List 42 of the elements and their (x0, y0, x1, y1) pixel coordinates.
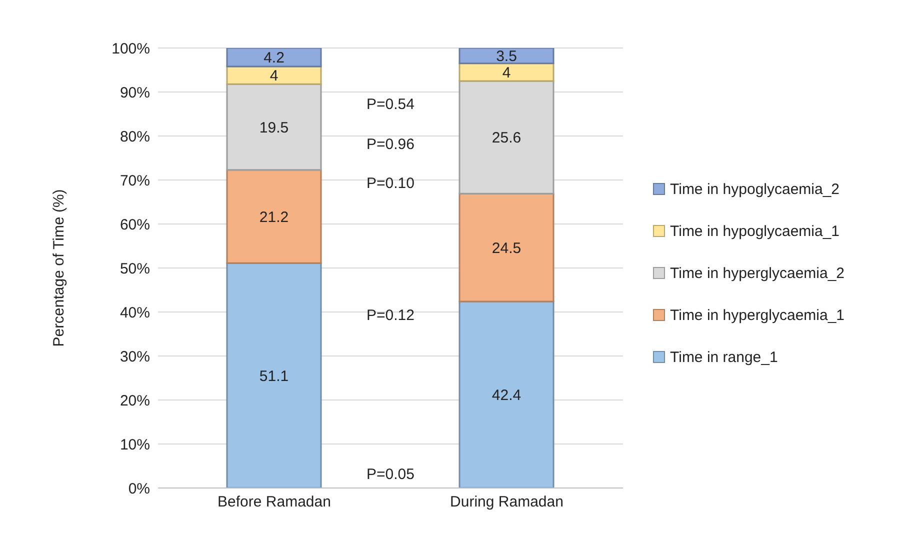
data-label: 19.5 (259, 119, 289, 136)
data-label: 25.6 (492, 130, 522, 147)
data-label: 51.1 (259, 368, 289, 385)
data-label: 4.2 (264, 50, 284, 67)
bar (458, 300, 554, 488)
annotation: P=0.54 (366, 96, 416, 114)
legend-label: Time in hypoglycaemia_2 (670, 180, 840, 198)
annotation: P=0.10 (366, 175, 416, 194)
y-tick-label: 60% (120, 216, 150, 234)
bar (458, 48, 554, 64)
bar (226, 66, 322, 85)
legend-label: Time in hypoglycaemia_1 (670, 222, 840, 240)
bar (226, 262, 322, 488)
data-label: 4 (502, 64, 511, 82)
annotation: P=0.96 (366, 136, 416, 154)
y-tick-label: 30% (120, 348, 150, 366)
y-tick-label: 20% (120, 392, 150, 410)
bar (226, 169, 322, 264)
annotation: P=0.12 (366, 307, 416, 326)
y-tick-label: 10% (120, 436, 150, 454)
bar (458, 62, 554, 82)
y-axis-title: Percentage of Time (%) (50, 189, 68, 347)
data-label: 24.5 (492, 240, 522, 257)
y-tick-label: 80% (120, 128, 150, 146)
bar (458, 192, 554, 302)
y-tick-label: 0% (128, 480, 150, 498)
y-tick-label: 70% (120, 172, 150, 190)
legend-label: Time in hyperglycaemia_2 (670, 264, 845, 282)
x-tick-label: During Ramadan (450, 494, 564, 511)
y-tick-label: 40% (120, 304, 150, 322)
y-tick-label: 100% (112, 40, 150, 58)
data-label: 42.4 (492, 387, 522, 404)
data-label: 21.2 (259, 208, 289, 226)
data-label: 3.5 (496, 48, 517, 66)
legend-label: Time in hyperglycaemia_1 (670, 306, 845, 324)
legend-label: Time in range_1 (670, 348, 778, 366)
y-tick-label: 50% (120, 260, 150, 278)
y-tick-label: 90% (120, 84, 150, 102)
annotation: P=0.05 (366, 466, 416, 484)
data-label: 4 (270, 68, 278, 85)
x-tick-label: Before Ramadan (218, 494, 331, 511)
bar (226, 48, 322, 68)
